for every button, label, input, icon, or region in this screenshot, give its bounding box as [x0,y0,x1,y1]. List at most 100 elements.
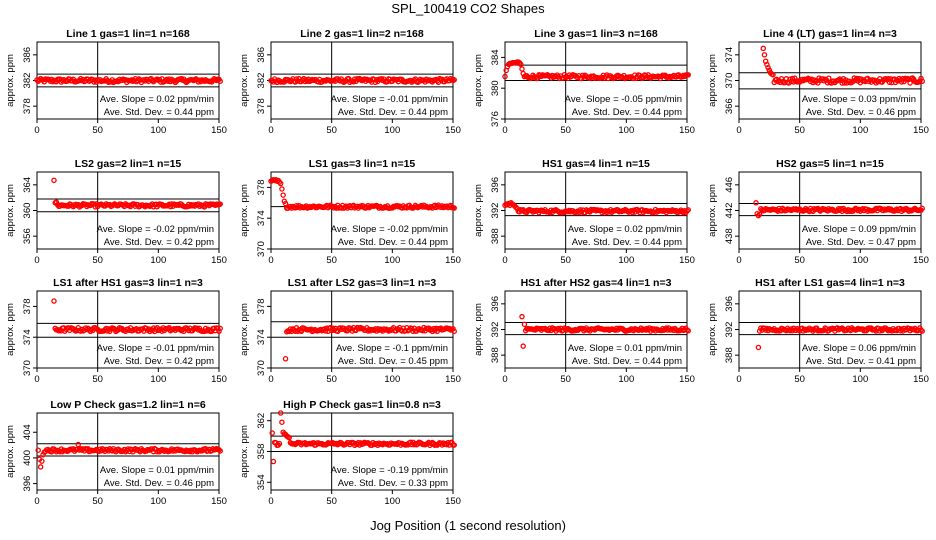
y-tick-label: 374 [256,210,267,226]
x-tick-label: 100 [852,125,868,136]
y-axis-label: approx. ppm [5,184,16,237]
data-point [451,442,457,448]
data-point [753,200,759,206]
y-tick-label: 384 [490,49,501,65]
y-tick-label: 370 [22,360,33,376]
std-annotation: Ave. Std. Dev. = 0.33 ppm [338,478,448,489]
slope-annotation: Ave. Slope = -0.01 ppm/min [331,94,448,105]
data-point [217,201,223,207]
data-point [37,464,44,470]
slope-annotation: Ave. Slope = -0.02 ppm/min [331,224,448,235]
data-point [451,205,457,211]
chart-panel: High P Check gas=1 lin=0.8 n=3 0 50 100 150 3… [239,399,461,507]
std-annotation: Ave. Std. Dev. = 0.44 ppm [572,107,682,118]
y-axis-label: approx. ppm [5,54,16,107]
y-tick-label: 356 [22,228,33,244]
std-annotation: Ave. Std. Dev. = 0.42 ppm [104,356,214,367]
y-tick-label: 388 [490,228,501,244]
panel-title: Low P Check gas=1.2 lin=1 n=6 [50,399,205,411]
y-tick-label: 370 [724,73,735,89]
data-point [778,75,785,82]
y-axis-label: approx. ppm [707,303,718,356]
x-tick-label: 50 [92,374,103,385]
y-tick-label: 364 [22,177,33,193]
panel-title: HS1 after LS1 gas=4 lin=1 n=3 [755,277,905,289]
chart-panel: Low P Check gas=1.2 lin=1 n=6 0 50 100 150 39… [5,399,227,507]
x-tick-label: 100 [150,374,166,385]
y-tick-label: 380 [490,80,501,96]
x-tick-label: 150 [445,496,461,507]
y-tick-label: 392 [490,322,501,338]
std-annotation: Ave. Std. Dev. = 0.44 ppm [338,237,448,248]
data-point [918,75,924,82]
data-point [217,325,223,332]
x-tick-label: 100 [384,374,400,385]
data-point [217,78,223,84]
panel-title: Line 1 gas=1 lin=1 n=168 [66,28,190,40]
y-tick-label: 392 [724,322,735,338]
y-tick-label: 358 [256,444,267,460]
data-point [269,430,275,436]
y-tick-label: 382 [22,73,33,89]
x-tick-label: 0 [502,255,507,266]
x-tick-label: 50 [560,125,571,136]
y-tick-label: 374 [724,47,735,63]
x-tick-label: 0 [268,496,273,507]
data-point [270,458,277,465]
chart-panel: HS1 gas=4 lin=1 n=15 0 50 100 150 388 392 396 ap… [473,158,695,266]
x-tick-label: 100 [618,374,634,385]
panel-title: LS1 gas=3 lin=1 n=15 [309,158,416,170]
data-point [919,328,925,334]
x-tick-label: 150 [211,255,227,266]
chart-panel: HS2 gas=5 lin=1 n=15 0 50 100 150 438 442 446 ap… [707,158,929,266]
x-tick-label: 150 [913,255,929,266]
y-axis-label: approx. ppm [473,303,484,356]
std-annotation: Ave. Std. Dev. = 0.44 ppm [572,237,682,248]
data-point [756,211,763,218]
y-tick-label: 392 [490,203,501,219]
x-tick-label: 0 [268,125,273,136]
chart-panel: LS1 gas=3 lin=1 n=15 0 50 100 150 370 374 378 ap… [239,158,461,266]
x-tick-label: 50 [92,496,103,507]
y-tick-label: 378 [256,179,267,195]
chart-panel: HS1 after HS2 gas=4 lin=1 n=3 0 50 100 150 38… [473,277,695,385]
y-tick-label: 378 [22,98,33,114]
std-annotation: Ave. Std. Dev. = 0.42 ppm [104,237,214,248]
data-point [685,72,691,78]
y-axis-label: approx. ppm [239,184,250,237]
chart-panel: Line 1 gas=1 lin=1 n=168 0 50 100 150 378 382 3… [5,28,227,136]
std-annotation: Ave. Std. Dev. = 0.47 ppm [806,237,916,248]
x-tick-label: 0 [34,374,39,385]
data-point [327,324,334,331]
data-point [761,52,768,58]
x-tick-label: 0 [736,255,741,266]
x-tick-label: 100 [618,255,634,266]
slope-annotation: Ave. Slope = 0.06 ppm/min [802,343,916,354]
x-tick-label: 50 [92,255,103,266]
x-tick-label: 0 [268,255,273,266]
x-tick-label: 50 [794,374,805,385]
data-point [760,45,767,52]
data-point [280,192,286,198]
x-tick-label: 150 [211,125,227,136]
y-tick-label: 374 [22,329,33,345]
panel-title: High P Check gas=1 lin=0.8 n=3 [283,399,441,411]
data-point [919,78,925,84]
chart-panel: Line 2 gas=1 lin=2 n=168 0 50 100 150 378 382 3… [239,28,461,136]
slope-annotation: Ave. Slope = -0.01 ppm/min [97,343,214,354]
data-point [282,200,289,207]
data-point [792,75,798,81]
x-tick-label: 100 [852,374,868,385]
data-point [685,328,691,334]
data-point [277,180,284,187]
x-tick-label: 100 [150,255,166,266]
y-axis-label: approx. ppm [707,54,718,107]
std-annotation: Ave. Std. Dev. = 0.46 ppm [806,107,916,118]
chart-panel: LS2 gas=2 lin=1 n=15 0 50 100 150 356 360 364 ap… [5,158,227,266]
x-tick-label: 0 [268,374,273,385]
slope-annotation: Ave. Slope = -0.19 ppm/min [331,465,448,476]
data-point [217,448,223,454]
y-tick-label: 354 [256,474,267,490]
y-tick-label: 446 [724,177,735,193]
y-tick-label: 362 [256,413,267,429]
